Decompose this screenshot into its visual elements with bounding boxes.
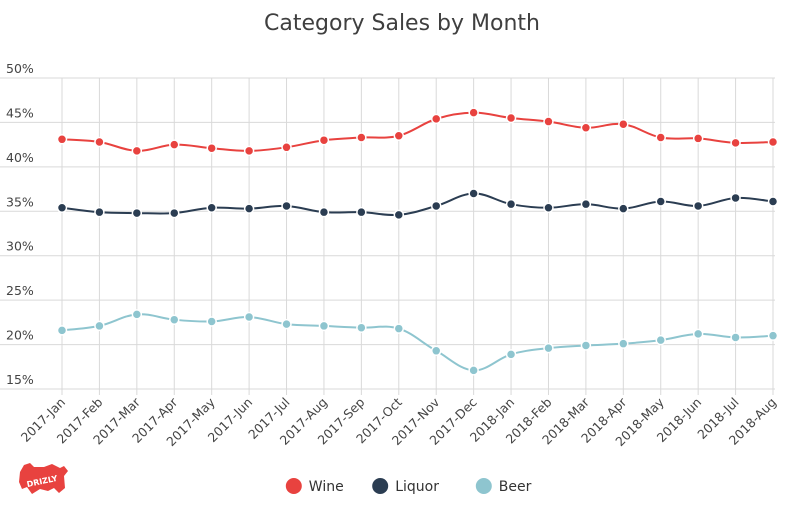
data-point[interactable]	[131, 145, 143, 157]
y-tick-label: 25%	[6, 283, 34, 298]
y-tick-label: 40%	[6, 150, 34, 165]
legend-marker	[372, 478, 389, 494]
data-point[interactable]	[468, 188, 479, 199]
y-axis-ticks: 15% 20% 25% 30% 35% 40% 45% 50%	[6, 61, 34, 387]
legend-item-wine[interactable]: Wine	[285, 478, 344, 495]
y-tick-label: 30%	[6, 239, 34, 254]
data-point[interactable]	[131, 207, 143, 219]
data-point[interactable]	[655, 196, 666, 207]
chart-title: Category Sales by Month	[264, 11, 540, 36]
data-point[interactable]	[56, 134, 68, 145]
series-line	[61, 111, 774, 152]
data-point[interactable]	[243, 203, 255, 214]
data-point[interactable]	[618, 118, 629, 130]
data-point[interactable]	[580, 340, 592, 351]
data-point[interactable]	[206, 316, 217, 327]
data-point[interactable]	[468, 365, 479, 376]
data-point[interactable]	[56, 202, 68, 213]
data-point[interactable]	[655, 334, 666, 346]
data-point[interactable]	[730, 137, 741, 149]
data-point[interactable]	[655, 132, 666, 143]
data-point[interactable]	[468, 107, 479, 118]
grid	[0, 77, 775, 395]
data-point[interactable]	[543, 202, 554, 213]
y-tick-label: 45%	[6, 105, 34, 120]
data-point[interactable]	[580, 198, 592, 210]
y-tick-label: 35%	[6, 194, 34, 209]
series-layer	[56, 107, 779, 376]
series-line	[61, 313, 774, 372]
data-point[interactable]	[356, 322, 367, 333]
data-point[interactable]	[281, 318, 292, 330]
data-point[interactable]	[356, 206, 367, 218]
data-point[interactable]	[94, 206, 105, 218]
data-point[interactable]	[692, 200, 704, 212]
data-point[interactable]	[618, 203, 629, 214]
data-point[interactable]	[692, 133, 704, 144]
data-point[interactable]	[169, 139, 180, 150]
legend-label: Liquor	[395, 479, 439, 495]
data-point[interactable]	[767, 196, 779, 207]
data-point[interactable]	[318, 320, 330, 332]
legend-label: Beer	[499, 479, 532, 495]
data-point[interactable]	[393, 209, 405, 221]
data-point[interactable]	[131, 309, 143, 320]
data-point[interactable]	[281, 142, 292, 153]
data-point[interactable]	[243, 145, 255, 157]
y-tick-label: 20%	[6, 328, 34, 343]
data-point[interactable]	[430, 113, 442, 125]
series-beer	[56, 309, 779, 376]
data-point[interactable]	[730, 332, 741, 343]
data-point[interactable]	[206, 142, 217, 154]
y-tick-label: 15%	[6, 372, 34, 387]
series-wine	[56, 107, 779, 157]
x-axis-ticks: 2017-Jan2017-Feb2017-Mar2017-Apr2017-May…	[18, 394, 779, 449]
data-point[interactable]	[281, 200, 292, 212]
legend-marker	[475, 478, 492, 494]
series-liquor	[56, 188, 779, 221]
series-line	[61, 192, 774, 217]
data-point[interactable]	[206, 202, 217, 213]
data-point[interactable]	[505, 349, 517, 360]
legend-label: Wine	[309, 479, 344, 495]
data-point[interactable]	[767, 136, 779, 148]
data-point[interactable]	[169, 207, 180, 219]
data-point[interactable]	[505, 112, 517, 124]
data-point[interactable]	[356, 132, 367, 143]
data-point[interactable]	[730, 192, 741, 204]
data-point[interactable]	[580, 122, 592, 134]
legend-marker	[285, 478, 302, 494]
data-point[interactable]	[543, 116, 554, 127]
data-point[interactable]	[243, 311, 255, 323]
data-point[interactable]	[393, 130, 405, 142]
data-point[interactable]	[430, 345, 442, 357]
data-point[interactable]	[505, 198, 517, 210]
data-point[interactable]	[318, 134, 330, 146]
data-point[interactable]	[318, 206, 330, 218]
legend[interactable]: Wine Liquor Beer	[285, 478, 532, 495]
data-point[interactable]	[94, 320, 105, 332]
data-point[interactable]	[56, 325, 68, 336]
data-point[interactable]	[543, 342, 554, 354]
y-tick-label: 50%	[6, 61, 34, 76]
legend-item-beer[interactable]: Beer	[475, 478, 532, 495]
drizly-logo: DRIZLY	[19, 463, 68, 494]
data-point[interactable]	[618, 338, 629, 349]
data-point[interactable]	[393, 323, 405, 334]
data-point[interactable]	[767, 330, 779, 341]
data-point[interactable]	[692, 328, 704, 340]
data-point[interactable]	[430, 200, 442, 212]
bear-logo-icon	[19, 463, 68, 494]
data-point[interactable]	[94, 136, 105, 148]
data-point[interactable]	[169, 314, 180, 325]
legend-item-liquor[interactable]: Liquor	[372, 478, 439, 495]
